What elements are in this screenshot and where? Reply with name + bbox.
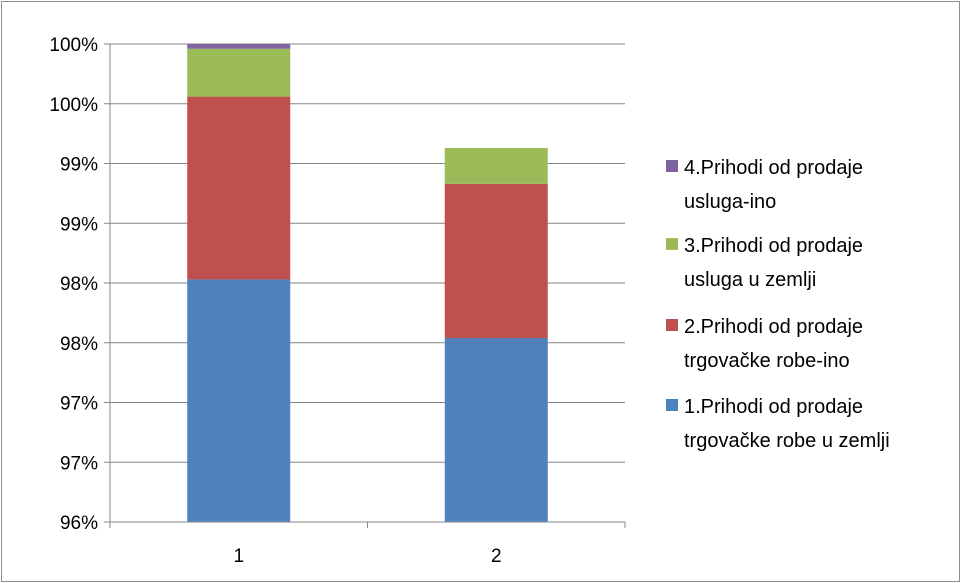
bar-segment: [187, 48, 291, 97]
bar-segment: [187, 279, 291, 522]
legend-swatch-4: [666, 160, 678, 172]
bars: [187, 44, 548, 522]
legend-swatch-1: [666, 399, 678, 411]
x-tick-label: 1: [233, 546, 244, 567]
bar-segment: [187, 96, 291, 280]
legend: 4.Prihodi od prodaje usluga-ino 3.Prihod…: [666, 157, 890, 452]
legend-label-3-line2: usluga u zemlji: [684, 269, 816, 291]
legend-swatch-3: [666, 238, 678, 250]
y-tick-label: 98%: [60, 274, 98, 295]
legend-swatch-2: [666, 319, 678, 331]
y-tick-label: 96%: [60, 513, 98, 534]
x-tick-label: 2: [491, 546, 502, 567]
legend-label-2-line2: trgovačke robe-ino: [684, 350, 850, 372]
y-tick-label: 99%: [60, 214, 98, 235]
axes: [104, 43, 626, 528]
y-tick-label: 97%: [60, 453, 98, 474]
legend-label-1-line1: 1.Prihodi od prodaje: [684, 396, 863, 418]
bar-segment: [444, 147, 548, 184]
legend-label-4-line2: usluga-ino: [684, 191, 776, 213]
legend-label-1-line2: trgovačke robe u zemlji: [684, 430, 890, 452]
y-tick-label: 99%: [60, 155, 98, 176]
legend-label-4-line1: 4.Prihodi od prodaje: [684, 157, 863, 179]
bar-segment: [444, 337, 548, 522]
y-tick-label: 100%: [49, 95, 98, 116]
y-tick-label: 98%: [60, 334, 98, 355]
legend-label-3-line1: 3.Prihodi od prodaje: [684, 235, 863, 257]
y-tick-label: 100%: [49, 35, 98, 56]
bar-segment: [187, 44, 291, 49]
legend-label-2-line1: 2.Prihodi od prodaje: [684, 316, 863, 338]
y-tick-labels: 96% 97% 97% 98% 98% 99% 99% 100% 100%: [49, 35, 98, 534]
bar-segment: [444, 183, 548, 338]
y-tick-label: 97%: [60, 394, 98, 415]
